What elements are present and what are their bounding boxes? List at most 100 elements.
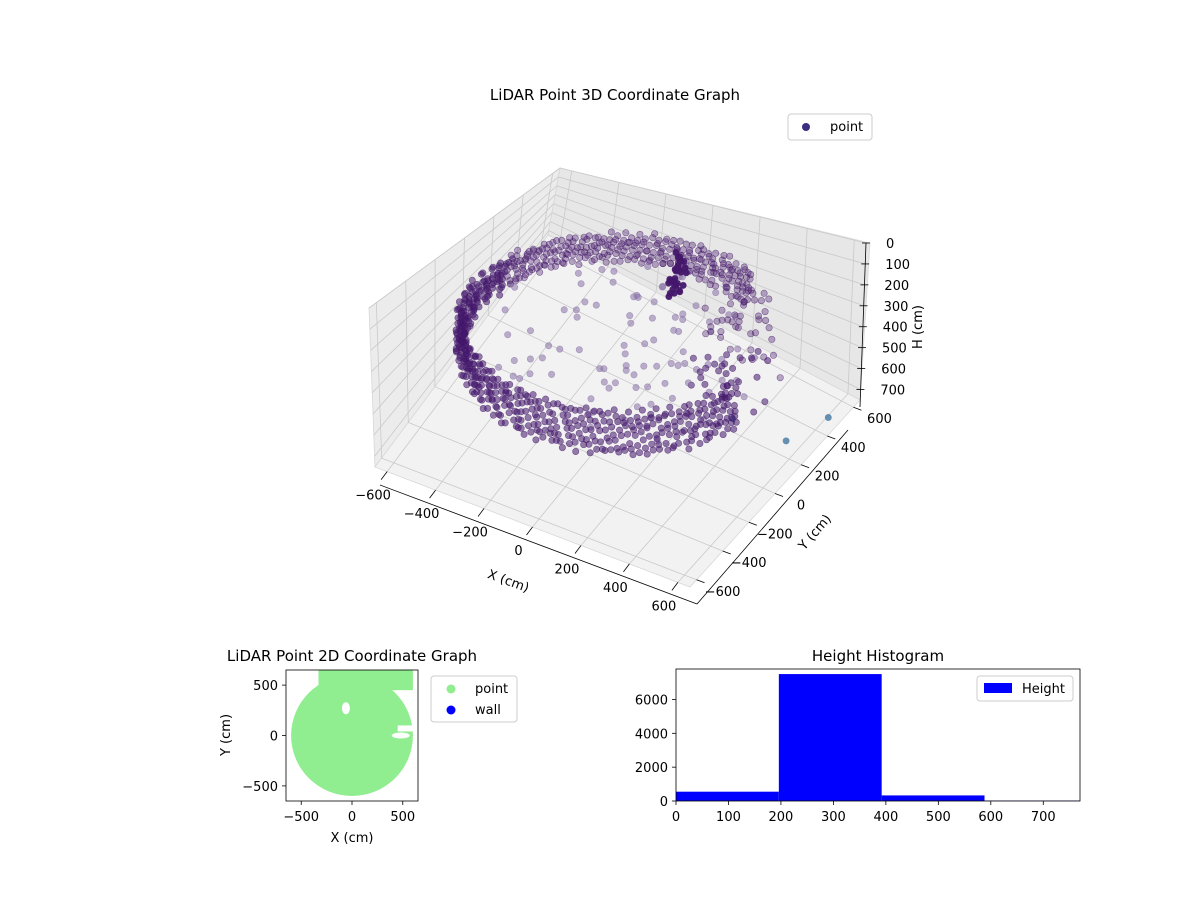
data-point (612, 236, 620, 244)
data-point (529, 391, 537, 399)
data-point (528, 405, 536, 413)
data-point (686, 249, 694, 257)
grid-line (370, 185, 558, 351)
data-point (541, 261, 549, 269)
data-point (527, 428, 535, 436)
data-point (697, 374, 705, 382)
z-tick-label: 600 (881, 363, 906, 378)
data-point (673, 264, 681, 272)
x-tick-label: −400 (404, 507, 440, 522)
z-tick-label: 100 (885, 258, 910, 273)
data-point (703, 436, 711, 444)
y-tick-label-2d: −500 (242, 780, 278, 795)
data-point (565, 440, 573, 448)
data-point (730, 401, 738, 409)
data-point (726, 408, 734, 416)
data-point (607, 446, 615, 454)
data-point (747, 346, 755, 354)
data-point (626, 312, 634, 320)
data-point (739, 283, 747, 291)
legend-hist-label: Height (1022, 682, 1065, 697)
data-point (606, 418, 614, 426)
data-point (545, 342, 553, 350)
data-point (535, 397, 543, 405)
data-point (602, 258, 610, 266)
data-point (594, 233, 602, 241)
data-point (461, 330, 469, 338)
data-point (549, 410, 557, 418)
x-tick-label: 400 (603, 581, 628, 596)
data-point (664, 446, 672, 454)
grid-line (847, 240, 855, 394)
data-point (724, 260, 732, 268)
hist-x-tick-label: 0 (672, 810, 680, 825)
data-point (591, 234, 599, 242)
grid-line (751, 217, 761, 343)
legend-3d: point (787, 113, 873, 141)
data-point (652, 405, 660, 413)
data-point (526, 370, 534, 378)
grid-line (559, 167, 867, 244)
data-point (688, 433, 696, 441)
data-point (501, 419, 509, 427)
data-point (533, 413, 541, 421)
data-point (468, 276, 476, 284)
grid-line (559, 170, 573, 242)
data-point (462, 352, 470, 360)
data-point (670, 237, 678, 245)
data-point (711, 360, 719, 368)
data-point (685, 445, 693, 453)
data-point (650, 336, 658, 344)
data-point (548, 257, 556, 265)
data-point (665, 431, 673, 439)
data-point (722, 288, 730, 296)
data-point (667, 359, 675, 367)
data-point (689, 354, 697, 362)
data-point (701, 276, 709, 284)
data-point (559, 258, 567, 266)
hist-y-tick-label: 4000 (635, 727, 668, 742)
data-point (718, 376, 726, 384)
data-point (517, 416, 525, 424)
data-point (663, 235, 671, 243)
data-point (551, 416, 559, 424)
data-point (586, 449, 594, 457)
z-tick-label: 400 (883, 321, 908, 336)
data-point (647, 400, 655, 408)
data-point (666, 277, 674, 285)
data-point (470, 360, 478, 368)
data-point (696, 439, 704, 447)
data-point (705, 419, 713, 427)
data-point (718, 274, 726, 282)
data-point (582, 436, 590, 444)
data-point (719, 431, 727, 439)
y-tick (774, 493, 784, 497)
legend-hist: Height (976, 675, 1074, 702)
data-point (514, 246, 522, 254)
data-point (581, 248, 589, 256)
data-point (549, 239, 557, 247)
data-point (666, 289, 674, 297)
data-point (610, 267, 618, 275)
data-point (671, 313, 679, 321)
data-point (596, 407, 604, 415)
data-point (650, 298, 658, 306)
y-tick (827, 435, 836, 440)
data-point (728, 277, 736, 285)
grid-line (371, 194, 556, 372)
hist-x-tick-label: 100 (716, 810, 741, 825)
data-point (755, 316, 763, 324)
data-point (644, 262, 652, 270)
data-point (681, 359, 689, 367)
data-point (762, 316, 770, 324)
data-point (591, 417, 599, 425)
data-point (517, 392, 525, 400)
data-point (496, 285, 504, 293)
data-point (732, 292, 740, 300)
data-point (701, 430, 709, 438)
data-point (644, 383, 652, 391)
data-point (723, 284, 731, 292)
data-point (680, 427, 688, 435)
data-point (510, 416, 518, 424)
legend-3d-marker-point (802, 123, 810, 131)
